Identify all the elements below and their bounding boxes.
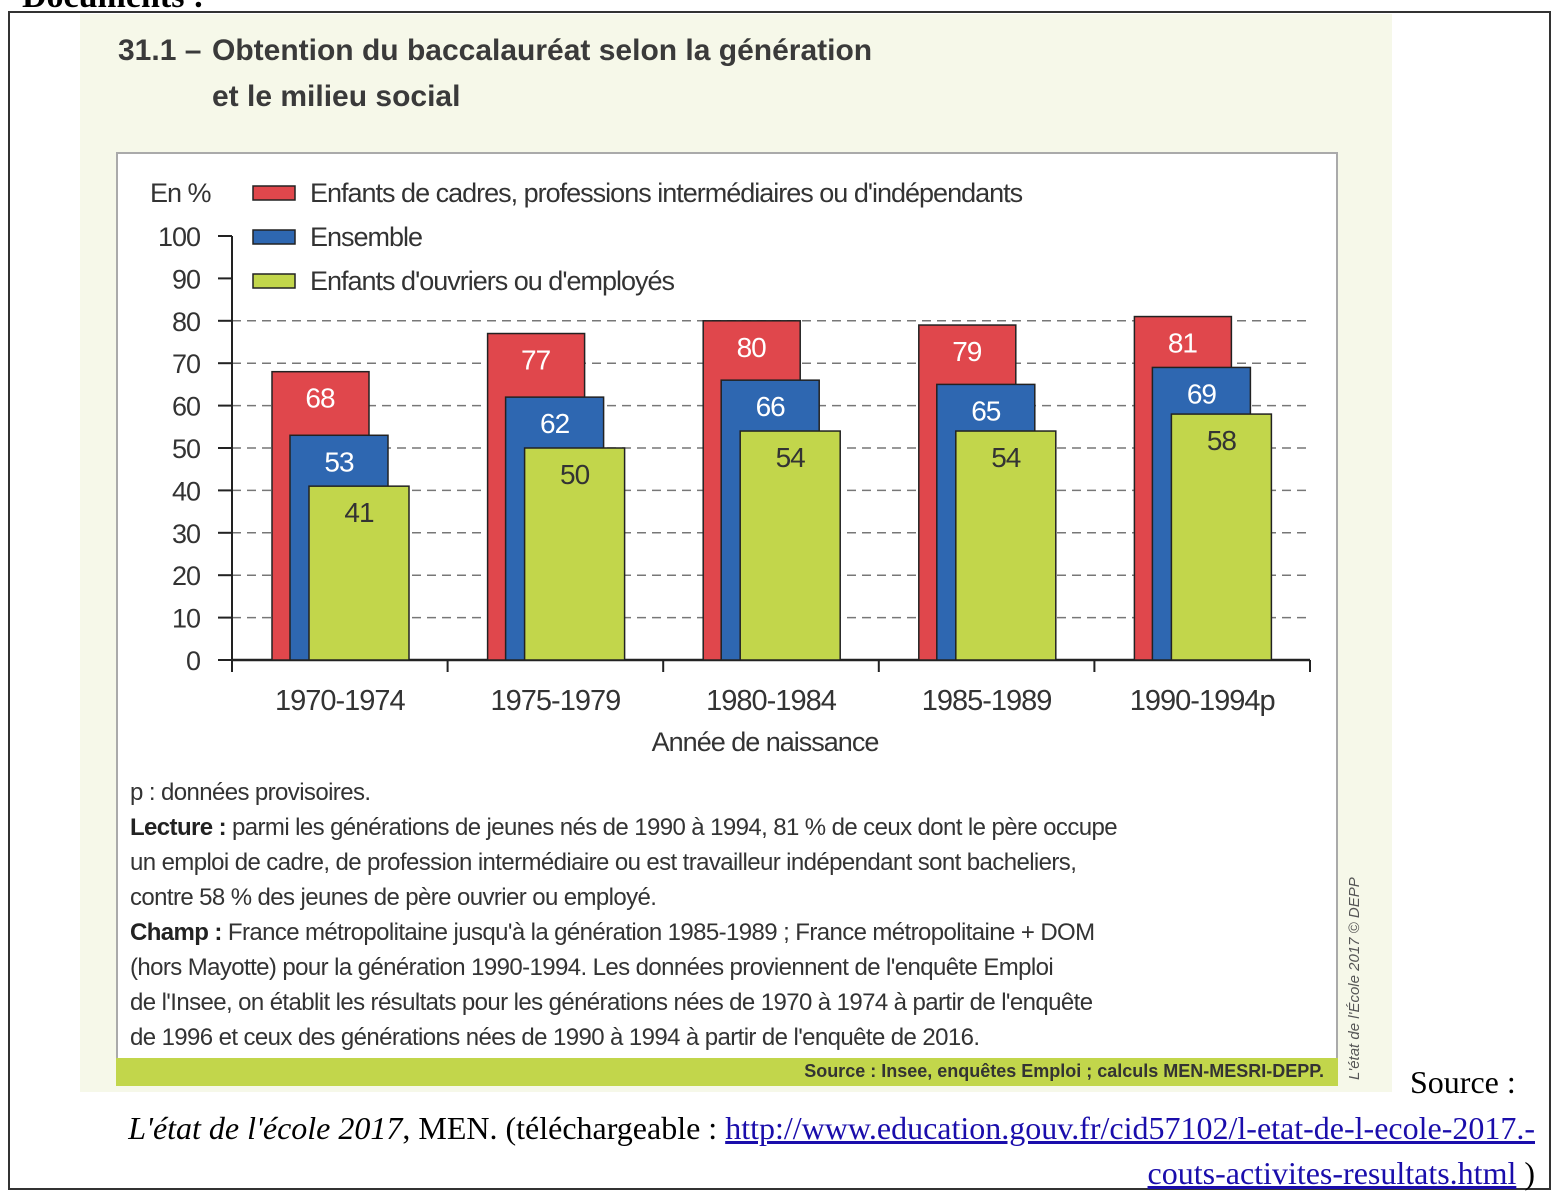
provisional-note: p : données provisoires.: [130, 779, 371, 806]
y-tick-label: 100: [158, 222, 200, 252]
data-label: 50: [560, 459, 590, 490]
data-label: 77: [521, 345, 551, 376]
lecture-line: parmi les générations de jeunes nés de 1…: [225, 814, 1118, 841]
champ-label: Champ :: [130, 919, 222, 946]
bar-ouvriers: [308, 485, 410, 661]
data-label: 65: [971, 395, 1001, 426]
y-tick-label: 50: [172, 434, 200, 464]
x-tick-label: 1990-1994p: [1130, 685, 1275, 717]
champ-line: de l'Insee, on établit les résultats pou…: [130, 989, 1093, 1016]
citation-publisher: , MEN. (téléchargeable :: [402, 1110, 726, 1146]
y-tick-label: 10: [172, 604, 200, 634]
citation-close: ): [1516, 1155, 1535, 1191]
legend-swatch: [252, 273, 296, 289]
x-tick-label: 1975-1979: [491, 685, 621, 717]
figure-title-line1: Obtention du baccalauréat selon la génér…: [212, 34, 873, 67]
lecture-line: un emploi de cadre, de profession interm…: [130, 849, 1077, 876]
data-label: 69: [1187, 378, 1217, 409]
data-label: 80: [737, 332, 767, 363]
y-tick-label: 90: [172, 264, 200, 294]
legend-swatch: [252, 185, 296, 201]
y-tick-label: 40: [172, 476, 200, 506]
champ-note: Champ : France métropolitaine jusqu'à la…: [130, 915, 1330, 950]
data-label: 79: [952, 336, 982, 367]
champ-line: France métropolitaine jusqu'à la générat…: [221, 919, 1095, 946]
data-label: 41: [344, 497, 374, 528]
y-tick-label: 20: [172, 561, 200, 591]
champ-line: (hors Mayotte) pour la génération 1990-1…: [130, 954, 1054, 981]
citation-link[interactable]: http://www.education.gouv.fr/cid57102/l-…: [725, 1110, 1535, 1191]
document-frame: [8, 11, 1551, 1190]
citation-label: Source :: [1410, 1064, 1516, 1101]
champ-line: de 1996 et ceux des générations nées de …: [130, 1024, 980, 1051]
figure-title-line2: et le milieu social: [212, 80, 461, 113]
data-label: 58: [1207, 425, 1237, 456]
source-text: Source : Insee, enquêtes Emploi ; calcul…: [804, 1061, 1324, 1081]
x-axis-label: Année de naissance: [652, 727, 879, 757]
y-tick-label: 0: [186, 646, 200, 676]
citation-source-label: Source :: [1410, 1064, 1516, 1100]
y-tick-label: 30: [172, 519, 200, 549]
data-label: 62: [540, 408, 570, 439]
figure-title: 31.1 – Obtention du baccalauréat selon la…: [118, 28, 872, 120]
x-tick-label: 1970-1974: [275, 685, 406, 717]
citation: L'état de l'école 2017, MEN. (télécharge…: [55, 1106, 1535, 1196]
chart-notes: p : données provisoires. Lecture : parmi…: [130, 775, 1330, 1055]
lecture-line: contre 58 % des jeunes de père ouvrier o…: [130, 884, 657, 911]
legend-label: Ensemble: [310, 222, 422, 252]
copyright-text: L'état de l'École 2017 © DEPP: [1346, 877, 1363, 1080]
y-axis-label: En %: [150, 178, 212, 208]
legend-swatch: [252, 229, 296, 245]
y-tick-label: 60: [172, 392, 200, 422]
data-label: 81: [1168, 328, 1198, 359]
citation-work: L'état de l'école 2017: [128, 1110, 403, 1146]
x-tick-label: 1980-1984: [706, 685, 837, 717]
lecture-label: Lecture :: [130, 814, 227, 841]
data-label: 54: [776, 442, 806, 473]
y-tick-label: 70: [172, 349, 200, 379]
lecture-note: Lecture : parmi les générations de jeune…: [130, 810, 1330, 845]
y-tick-label: 80: [172, 307, 200, 337]
bar-ouvriers: [1170, 413, 1273, 661]
source-bar: Source : Insee, enquêtes Emploi ; calcul…: [116, 1058, 1338, 1086]
figure-number: 31.1 –: [118, 34, 202, 67]
data-label: 68: [305, 383, 335, 414]
legend-label: Enfants de cadres, professions intermédi…: [310, 178, 1023, 208]
bar-ouvriers: [739, 430, 841, 661]
x-tick-label: 1985-1989: [922, 685, 1052, 717]
bar-ouvriers: [523, 447, 626, 661]
legend-label: Enfants d'ouvriers ou d'employés: [310, 266, 675, 296]
data-label: 53: [324, 446, 354, 477]
data-label: 54: [991, 442, 1021, 473]
bar-ouvriers: [955, 430, 1057, 661]
data-label: 66: [756, 391, 786, 422]
